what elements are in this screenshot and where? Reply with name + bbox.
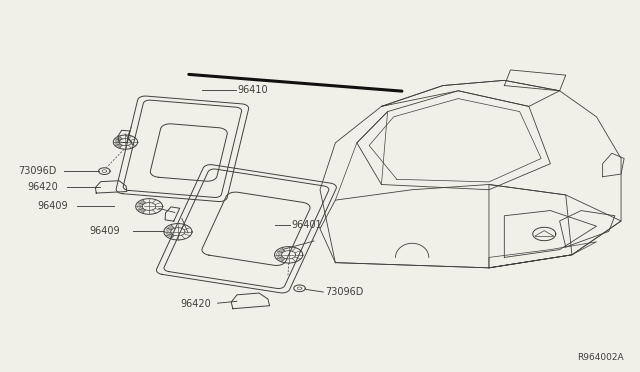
Text: 96409: 96409	[90, 226, 120, 235]
Text: 96401: 96401	[292, 220, 323, 230]
Text: R964002A: R964002A	[577, 353, 624, 362]
Text: 96410: 96410	[237, 86, 268, 95]
Text: 73096D: 73096D	[325, 287, 364, 297]
Text: 73096D: 73096D	[18, 166, 56, 176]
Text: 96420: 96420	[28, 183, 58, 192]
Text: 96420: 96420	[180, 299, 211, 309]
Text: 96409: 96409	[37, 202, 68, 211]
